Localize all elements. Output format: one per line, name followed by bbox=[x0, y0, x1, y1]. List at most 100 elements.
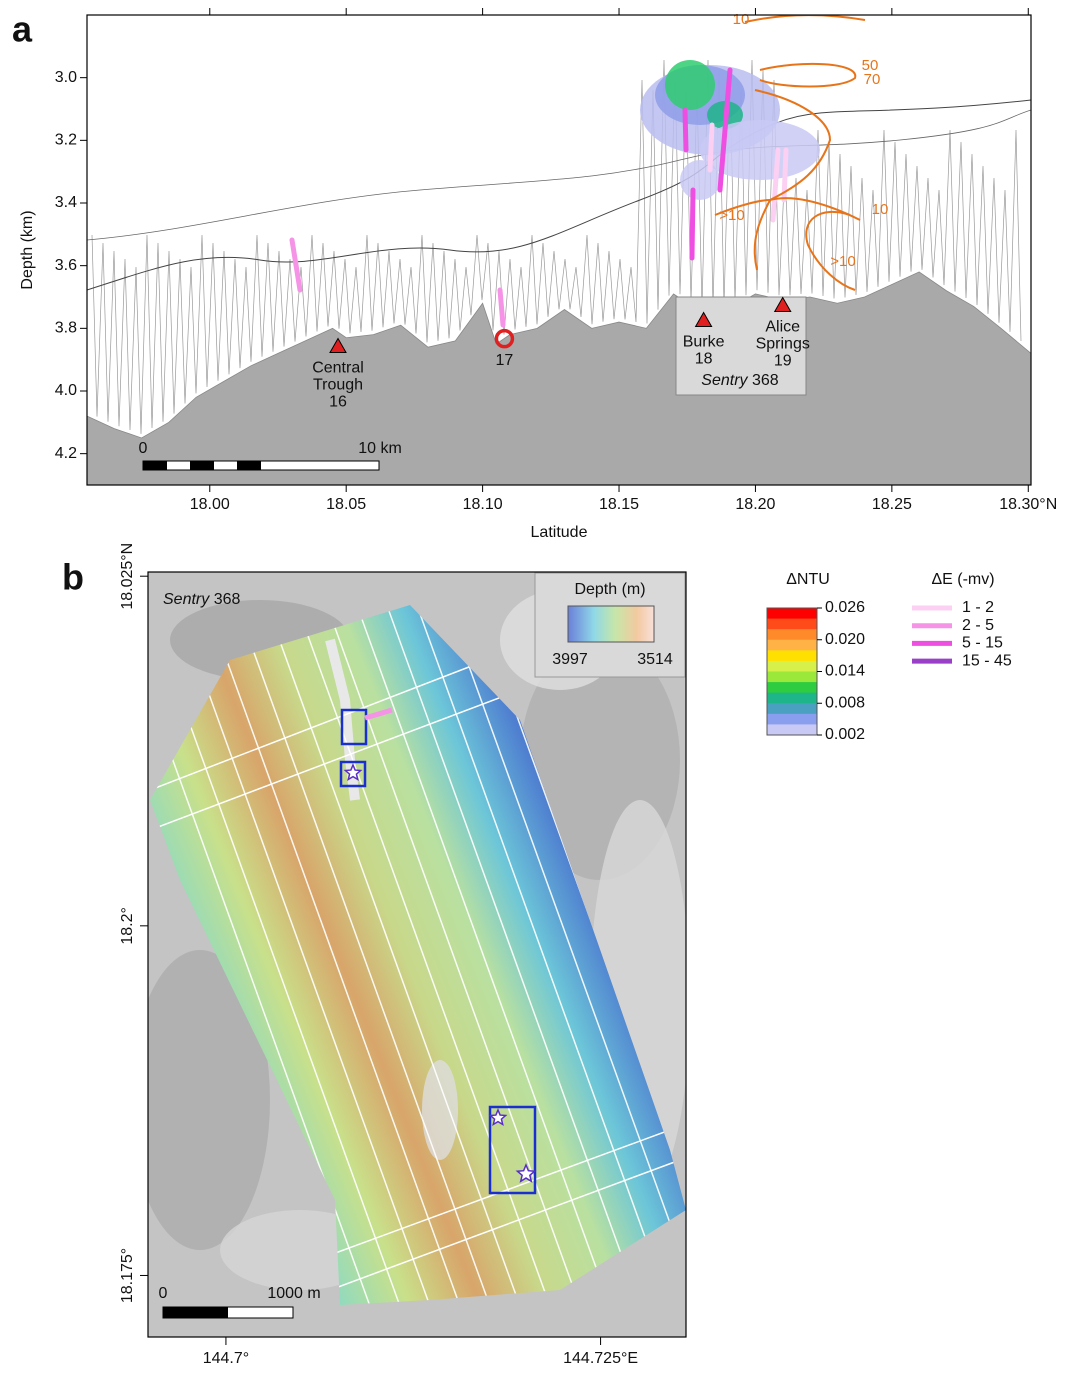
seafloor bbox=[87, 271, 1031, 485]
ntu-color-band bbox=[767, 639, 817, 651]
vent-marker bbox=[329, 337, 347, 354]
vent-marker bbox=[694, 311, 713, 327]
y-tick-label: 18.2° bbox=[119, 907, 136, 945]
legend-label: 15 - 45 bbox=[962, 652, 1012, 669]
contour-label: 10 bbox=[872, 201, 889, 218]
plume-blob bbox=[665, 60, 715, 110]
legend-title: Depth (m) bbox=[574, 581, 645, 598]
plume-track bbox=[717, 67, 733, 193]
vent-star bbox=[515, 1163, 537, 1183]
ntu-tick-label: 0.014 bbox=[825, 663, 865, 680]
x-tick-label: 18.00 bbox=[190, 496, 230, 513]
scale-label: 0 bbox=[159, 1285, 168, 1302]
legend-label: 2 - 5 bbox=[962, 617, 994, 634]
legend-label: 3997 bbox=[552, 651, 588, 668]
box-label-italic: Sentry bbox=[701, 372, 748, 389]
y-axis-label: Depth (km) bbox=[19, 210, 36, 289]
ntu-contour bbox=[714, 199, 771, 216]
vent-number: 16 bbox=[329, 394, 347, 411]
scale-bar-segment bbox=[237, 461, 261, 470]
map-label: Sentry 368 bbox=[163, 591, 241, 608]
y-tick-label: 4.2 bbox=[55, 445, 77, 462]
ridge bbox=[422, 1060, 458, 1160]
ntu-tick-label: 0.008 bbox=[825, 694, 865, 711]
y-tick-label: 4.0 bbox=[55, 382, 77, 399]
vent-number: 19 bbox=[774, 353, 792, 370]
legend-label: 1 - 2 bbox=[962, 599, 994, 616]
vent-name: Trough bbox=[313, 377, 363, 394]
scale-bar-segment bbox=[143, 461, 167, 470]
contour-label: >10 bbox=[830, 253, 855, 270]
ntu-contour bbox=[805, 210, 856, 291]
ntu-color-band bbox=[767, 703, 817, 715]
frame bbox=[147, 571, 687, 1338]
map-label-number: 368 bbox=[214, 591, 241, 608]
plume-track bbox=[770, 147, 781, 223]
ntu-color-band bbox=[767, 724, 817, 736]
plume-track bbox=[707, 122, 715, 173]
y-tick-label: 18.025°N bbox=[119, 543, 136, 610]
ntu-color-band bbox=[767, 660, 817, 672]
sentry-box bbox=[675, 296, 807, 396]
ntu-tick-label: 0.020 bbox=[825, 631, 865, 648]
ntu-color-band bbox=[767, 608, 817, 620]
map-area bbox=[148, 572, 686, 1337]
ntu-tick-label: 0.026 bbox=[825, 599, 865, 616]
ntu-contour bbox=[753, 89, 832, 271]
y-tick-label: 3.8 bbox=[55, 320, 77, 337]
depth-colorbar bbox=[567, 605, 655, 643]
box-label-number: 368 bbox=[752, 372, 779, 389]
plume-track bbox=[364, 707, 393, 721]
ntu-color-band bbox=[767, 629, 817, 641]
vent-star bbox=[488, 1108, 508, 1127]
vent-marker bbox=[494, 328, 515, 349]
ntu-contour bbox=[744, 15, 866, 23]
scale-label: 0 bbox=[139, 440, 148, 457]
site-box bbox=[339, 760, 367, 788]
y-tick-label: 3.4 bbox=[55, 194, 77, 211]
site-box bbox=[488, 1105, 537, 1195]
x-tick-label: 144.725°E bbox=[563, 1350, 638, 1367]
x-tick-label: 18.05 bbox=[326, 496, 366, 513]
map-panel: Sentry 368 Depth (m) 3997 3514 0 1000 m 144.7°… bbox=[119, 543, 1012, 1367]
ntu-color-band bbox=[767, 618, 817, 630]
vent-number: 18 bbox=[695, 351, 713, 368]
ntu-color-band bbox=[767, 692, 817, 704]
contour-label: 70 bbox=[864, 71, 881, 88]
ntu-color-band bbox=[767, 713, 817, 725]
y-tick-label: 3.0 bbox=[55, 69, 77, 86]
contour-label: 10 bbox=[733, 11, 750, 28]
frame bbox=[86, 14, 1032, 486]
scale-label: 10 km bbox=[358, 440, 402, 457]
y-tick-label: 18.175° bbox=[119, 1248, 136, 1303]
plume-track bbox=[289, 237, 303, 293]
vent-marker bbox=[773, 296, 792, 312]
ntu-color-band bbox=[767, 650, 817, 662]
x-tick-label: 18.30°N bbox=[999, 496, 1057, 513]
site-box bbox=[340, 708, 368, 746]
plume-track bbox=[689, 187, 696, 261]
legend-title: ΔNTU bbox=[786, 571, 830, 588]
isopycnal bbox=[87, 109, 1031, 241]
plume-blob bbox=[680, 160, 720, 200]
ntu-contour bbox=[759, 62, 857, 88]
x-axis-label: Latitude bbox=[531, 524, 588, 541]
box-label: Sentry 368 bbox=[701, 372, 779, 389]
ntu-tick-label: 0.002 bbox=[825, 726, 865, 743]
plume-blob bbox=[700, 120, 820, 180]
legend-title: ΔE (-mv) bbox=[931, 571, 994, 588]
ridge bbox=[325, 638, 360, 801]
scale-bar-segment bbox=[190, 461, 214, 470]
scale-bar-segment bbox=[163, 1307, 228, 1318]
x-tick-label: 18.10 bbox=[463, 496, 503, 513]
contour-label: >10 bbox=[719, 207, 744, 224]
plume-track bbox=[682, 107, 689, 153]
x-tick-label: 144.7° bbox=[203, 1350, 249, 1367]
panel-label: b bbox=[62, 557, 84, 598]
plume-track bbox=[497, 287, 506, 328]
plot-area bbox=[87, 15, 1031, 485]
y-tick-label: 3.2 bbox=[55, 132, 77, 149]
vent-name: Burke bbox=[683, 334, 725, 351]
